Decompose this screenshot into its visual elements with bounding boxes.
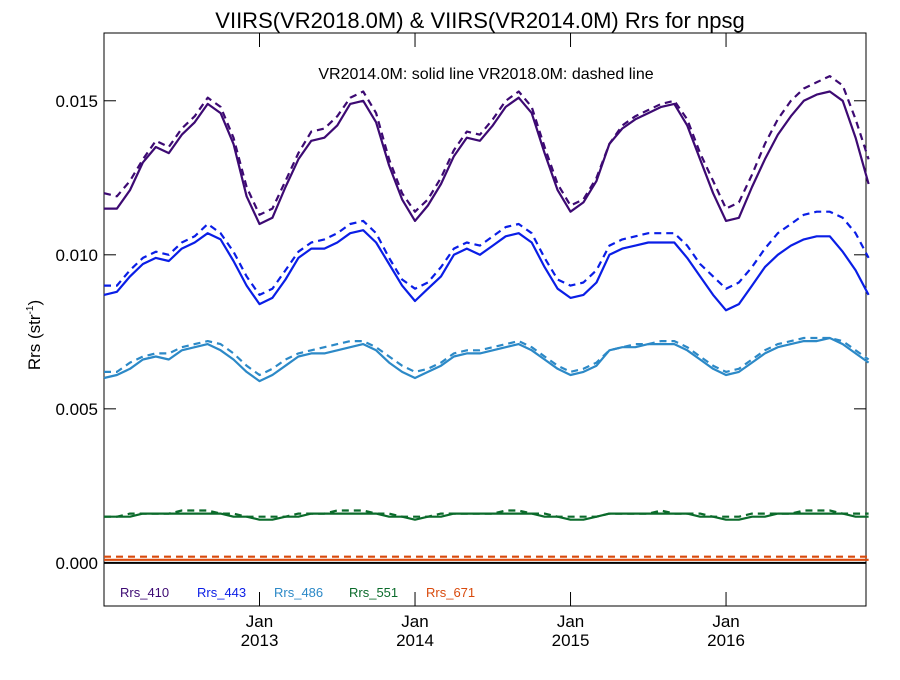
series-line-rrs-551-vr2018-0m [104,509,869,518]
series-line-rrs-486-vr2018-0m [104,336,870,377]
y-tick-label: 0.010 [55,246,98,265]
y-axis-label-end: ) [25,300,44,306]
legend-item-rrs-551: Rrs_551 [349,585,398,600]
y-tick-label: 0.005 [55,400,98,419]
x-tick-label-month: Jan [246,612,273,631]
legend-item-rrs-443: Rrs_443 [197,585,246,600]
x-tick-label-year: 2014 [396,631,434,650]
y-axis-label-main: Rrs (str [25,314,44,370]
x-tick-label-month: Jan [712,612,739,631]
legend-item-rrs-410: Rrs_410 [120,585,169,600]
y-axis-label-sup: -1 [25,305,36,314]
y-tick-label: 0.015 [55,92,98,111]
legend-item-rrs-671: Rrs_671 [426,585,475,600]
chart-title: VIIRS(VR2018.0M) & VIIRS(VR2014.0M) Rrs … [215,8,744,33]
series-line-rrs-410-vr2014-0m [104,90,870,226]
x-tick-label-year: 2015 [552,631,590,650]
series-line-rrs-410-vr2018-0m [103,74,870,216]
series-line-rrs-486-vr2014-0m [103,336,870,383]
chart-subtitle: VR2014.0M: solid line VR2018.0M: dashed … [318,66,653,83]
series-line-rrs-443-vr2018-0m [104,210,870,296]
x-tick-label-month: Jan [557,612,584,631]
legend-item-rrs-486: Rrs_486 [274,585,323,600]
x-tick-label-year: 2016 [707,631,745,650]
y-tick-label: 0.000 [55,554,98,573]
y-axis-label: Rrs (str-1) [25,300,44,370]
x-tick-label-month: Jan [401,612,428,631]
series-line-rrs-443-vr2014-0m [103,229,870,312]
x-tick-label-year: 2013 [241,631,279,650]
plot-layer: 0.0000.0050.0100.015Jan2013Jan2014Jan201… [55,32,870,650]
plot-frame [103,32,867,607]
